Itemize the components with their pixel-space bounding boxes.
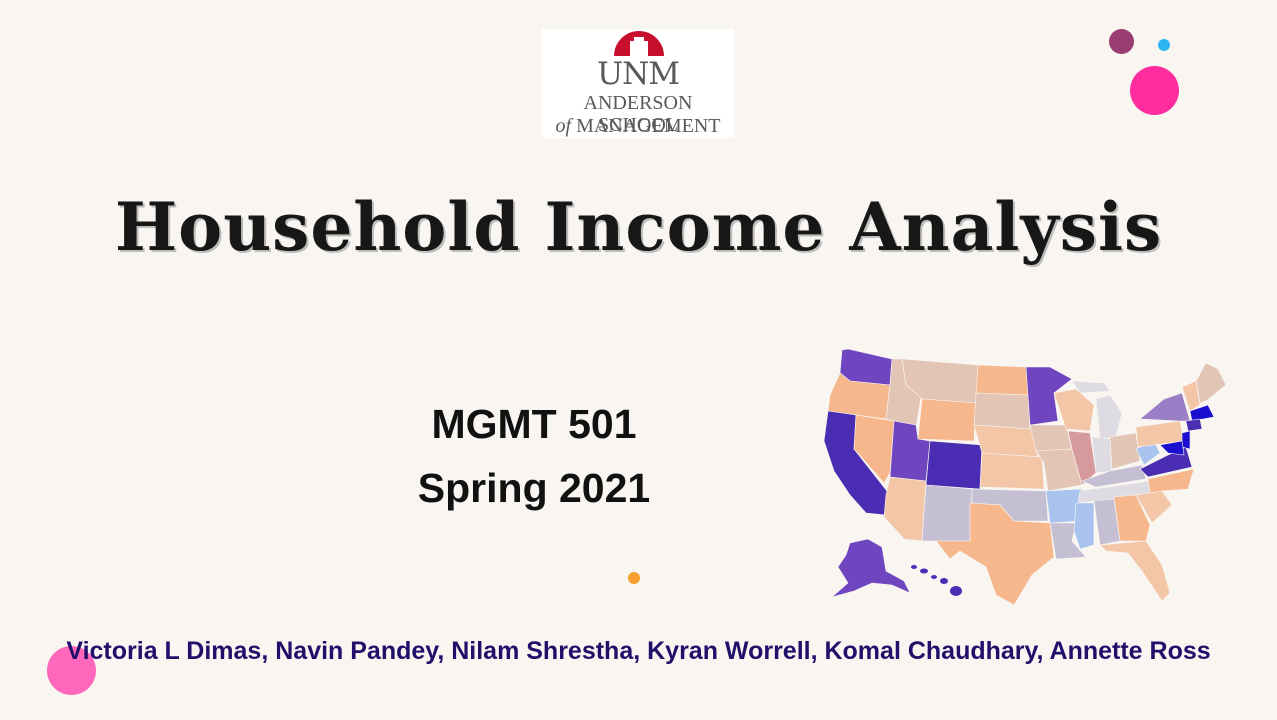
map-region-massachusetts (1189, 404, 1215, 422)
map-region-north-carolina (1147, 468, 1195, 494)
map-region-ohio (1109, 432, 1141, 470)
us-states-map-image (823, 348, 1227, 606)
map-region-maryland (1159, 440, 1185, 456)
map-region-wyoming (917, 398, 977, 442)
map-region-florida (1099, 540, 1171, 602)
decorative-dot-magenta (1130, 66, 1179, 115)
map-region-north-dakota (975, 364, 1029, 396)
slide-title: Household Income Analysis (114, 188, 1163, 266)
map-region-wisconsin (1053, 388, 1095, 432)
map-region-hawaii (911, 565, 962, 596)
map-region-connecticut (1185, 418, 1203, 432)
decorative-dot-cyan (1158, 39, 1170, 51)
logo-management-word: MANAGEMENT (576, 115, 721, 137)
map-region-alaska (831, 538, 911, 598)
course-code: MGMT 501 (431, 401, 637, 447)
logo-school-text: ANDERSON SCHOOL (583, 92, 693, 136)
map-region-mississippi (1073, 502, 1095, 550)
map-region-south-dakota (973, 392, 1031, 430)
map-region-missouri (1035, 448, 1083, 492)
authors-list: Victoria L Dimas, Navin Pandey, Nilam Sh… (66, 637, 1211, 665)
decorative-dot-orange (628, 572, 640, 584)
map-region-new-jersey (1181, 430, 1191, 450)
map-region-new-mexico (921, 484, 973, 542)
logo-unm-text: UNM (597, 56, 680, 92)
map-region-maine (1195, 362, 1227, 404)
map-region-kansas (979, 452, 1045, 490)
course-term: Spring 2021 (417, 465, 651, 511)
map-region-nebraska (973, 424, 1039, 458)
map-region-new-york (1139, 392, 1191, 422)
map-region-vermont-nh (1181, 380, 1201, 412)
map-region-michigan (1095, 394, 1123, 440)
map-region-colorado (925, 440, 983, 490)
map-region-arizona (883, 476, 927, 542)
map-region-louisiana (1049, 522, 1087, 560)
logo-of-word: of (555, 115, 572, 137)
map-region-georgia (1113, 494, 1151, 542)
map-region-texas (935, 502, 1055, 606)
map-region-nevada (853, 414, 895, 484)
logo-management-text: of MANAGEMENT (542, 115, 734, 137)
map-region-michigan-upper (1071, 380, 1111, 394)
unm-anderson-logo: UNM ANDERSON SCHOOL of MANAGEMENT (542, 29, 734, 138)
unm-arc-icon (614, 31, 664, 56)
decorative-dot-purple (1109, 29, 1134, 54)
decorative-dot-pink (47, 646, 96, 695)
course-info: MGMT 501 Spring 2021 (384, 392, 684, 520)
